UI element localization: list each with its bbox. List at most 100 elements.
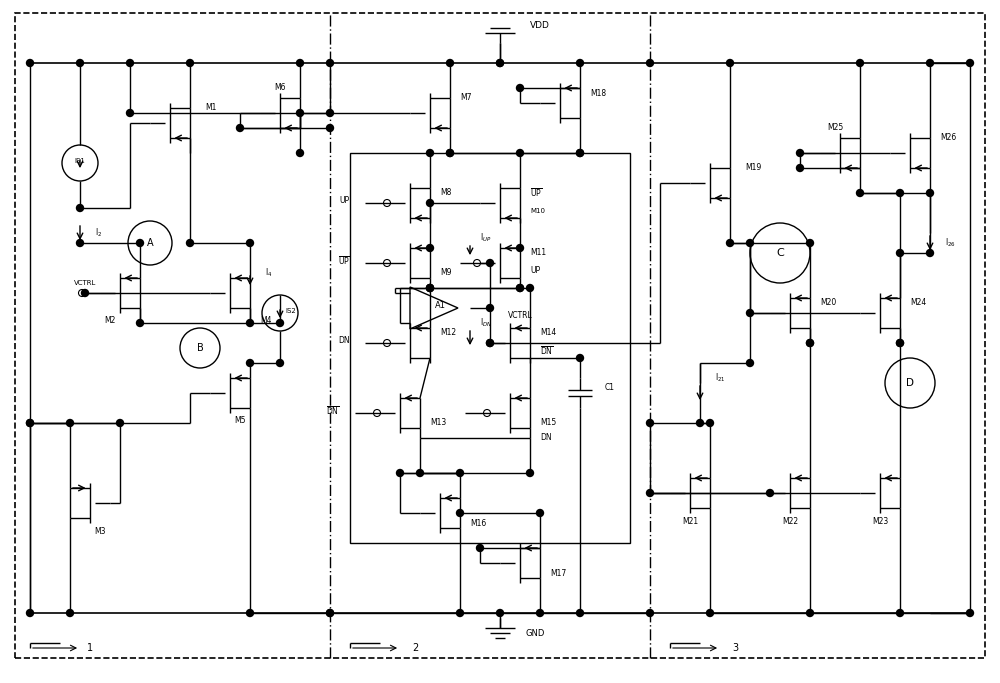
Circle shape: [496, 59, 504, 66]
Circle shape: [516, 285, 524, 292]
Circle shape: [426, 285, 434, 292]
Circle shape: [896, 339, 904, 346]
Circle shape: [576, 59, 584, 66]
Text: VCTRL: VCTRL: [74, 280, 96, 286]
Circle shape: [646, 609, 654, 617]
Text: M6: M6: [274, 83, 286, 92]
Circle shape: [186, 59, 194, 66]
Circle shape: [896, 189, 904, 197]
Circle shape: [926, 249, 934, 257]
Circle shape: [76, 204, 84, 212]
Circle shape: [796, 150, 804, 156]
Text: M9: M9: [440, 268, 452, 277]
Circle shape: [296, 150, 304, 156]
Circle shape: [746, 359, 754, 367]
Circle shape: [326, 124, 334, 132]
Circle shape: [426, 285, 434, 292]
Text: UP: UP: [530, 266, 540, 275]
Circle shape: [26, 419, 34, 426]
Circle shape: [926, 59, 934, 66]
Circle shape: [896, 609, 904, 617]
Circle shape: [246, 609, 254, 617]
Circle shape: [926, 189, 934, 197]
Text: I$_2$: I$_2$: [95, 227, 102, 239]
Text: M21: M21: [682, 516, 698, 525]
Circle shape: [296, 109, 304, 117]
Circle shape: [646, 59, 654, 66]
Circle shape: [516, 85, 524, 92]
Text: C: C: [776, 248, 784, 258]
Circle shape: [526, 285, 534, 292]
Circle shape: [806, 609, 814, 617]
Circle shape: [26, 419, 34, 426]
Text: M8: M8: [440, 189, 451, 197]
Text: M5: M5: [234, 417, 246, 426]
Circle shape: [516, 150, 524, 156]
Text: M3: M3: [94, 527, 106, 535]
Text: $\overline{\rm UP}$: $\overline{\rm UP}$: [338, 255, 350, 267]
Circle shape: [116, 419, 124, 426]
Circle shape: [536, 510, 544, 516]
Circle shape: [966, 609, 974, 617]
Circle shape: [726, 240, 734, 247]
Circle shape: [426, 245, 434, 251]
Circle shape: [516, 245, 524, 251]
Circle shape: [646, 419, 654, 426]
Circle shape: [486, 339, 494, 346]
Text: M14: M14: [540, 329, 556, 337]
Circle shape: [456, 510, 464, 516]
Circle shape: [477, 544, 484, 551]
Text: I$_4$: I$_4$: [265, 267, 272, 279]
Circle shape: [82, 290, 88, 296]
Text: D: D: [906, 378, 914, 388]
Text: M24: M24: [910, 298, 926, 307]
Text: I$_{UP}$: I$_{UP}$: [480, 232, 491, 245]
Circle shape: [126, 109, 134, 117]
Text: I$_{26}$: I$_{26}$: [945, 237, 956, 249]
Circle shape: [237, 124, 244, 132]
Text: 1: 1: [87, 643, 93, 653]
Circle shape: [576, 609, 584, 617]
Text: M4: M4: [260, 316, 272, 326]
Circle shape: [186, 240, 194, 247]
Circle shape: [426, 199, 434, 206]
Circle shape: [276, 359, 284, 367]
Circle shape: [966, 59, 974, 66]
Circle shape: [396, 469, 404, 477]
Text: IS2: IS2: [285, 308, 296, 314]
Text: M26: M26: [940, 133, 956, 143]
Circle shape: [246, 359, 254, 367]
Circle shape: [296, 59, 304, 66]
Text: M16: M16: [470, 518, 486, 527]
Circle shape: [896, 339, 904, 346]
Circle shape: [726, 59, 734, 66]
Circle shape: [76, 59, 84, 66]
Text: 2: 2: [412, 643, 418, 653]
Text: IS1: IS1: [75, 158, 85, 164]
Circle shape: [706, 419, 714, 426]
Circle shape: [246, 320, 254, 326]
Circle shape: [806, 339, 814, 346]
Circle shape: [576, 354, 584, 361]
Circle shape: [576, 150, 584, 156]
Text: VDD: VDD: [530, 21, 550, 31]
Text: M10: M10: [530, 208, 545, 214]
Circle shape: [696, 419, 704, 426]
Text: A: A: [147, 238, 153, 248]
Circle shape: [136, 320, 144, 326]
Circle shape: [456, 469, 464, 477]
Circle shape: [486, 260, 494, 266]
Circle shape: [486, 305, 494, 311]
Circle shape: [896, 249, 904, 257]
Circle shape: [26, 59, 34, 66]
Text: M12: M12: [440, 329, 456, 337]
Text: DN: DN: [540, 434, 552, 443]
Circle shape: [456, 609, 464, 617]
Text: M17: M17: [550, 568, 566, 578]
Circle shape: [126, 59, 134, 66]
Circle shape: [516, 285, 524, 292]
Text: B: B: [197, 343, 203, 353]
Circle shape: [806, 240, 814, 247]
Text: $\overline{\rm DN}$: $\overline{\rm DN}$: [326, 405, 340, 417]
Text: A1: A1: [434, 301, 446, 311]
